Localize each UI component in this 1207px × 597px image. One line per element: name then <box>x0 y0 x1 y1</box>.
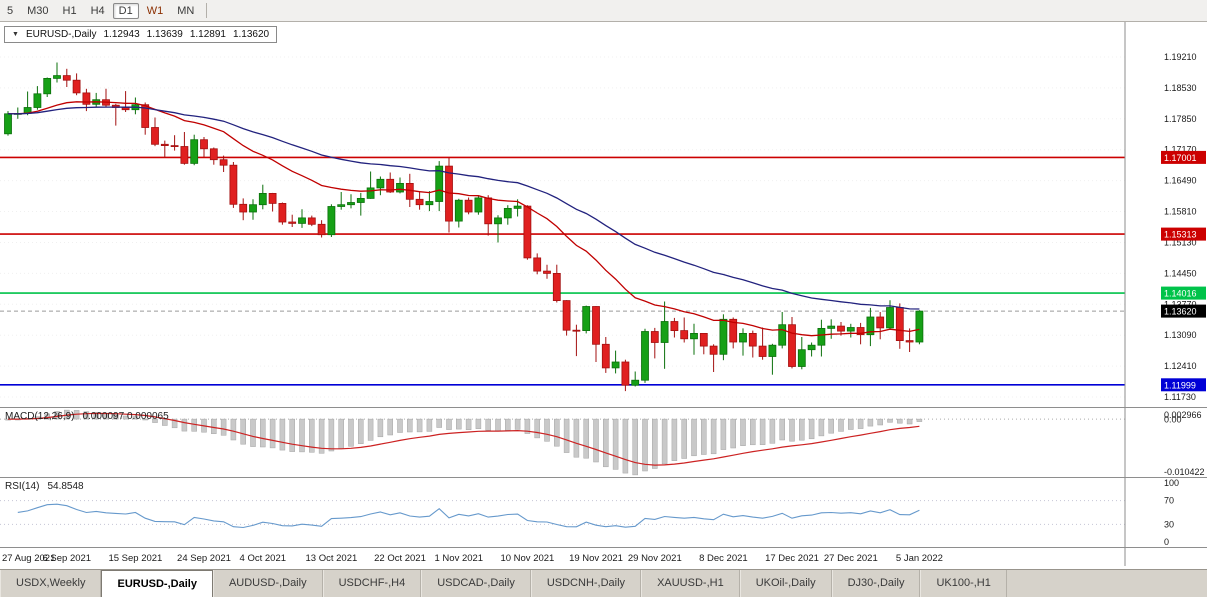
main-price-chart[interactable]: 1.19210 1.18530 1.17850 1.17170 1.16490 1.158… <box>0 22 1207 407</box>
svg-text:17 Dec 2021: 17 Dec 2021 <box>765 553 819 564</box>
svg-text:1.14450: 1.14450 <box>1164 268 1197 278</box>
collapse-arrow-icon[interactable]: ▼ <box>12 31 19 38</box>
svg-text:1.17170: 1.17170 <box>1164 145 1197 155</box>
svg-text:0.00: 0.00 <box>1164 415 1182 425</box>
chart-tab-dj30-daily[interactable]: DJ30-,Daily <box>831 570 921 597</box>
chart-tab-usdcad-daily[interactable]: USDCAD-,Daily <box>421 570 531 597</box>
svg-text:13 Oct 2021: 13 Oct 2021 <box>306 553 358 564</box>
svg-text:1.13620: 1.13620 <box>1164 307 1197 317</box>
chart-tabs-bar: USDX,Weekly EURUSD-,Daily AUDUSD-,Daily USD… <box>0 569 1207 597</box>
svg-text:1.11999: 1.11999 <box>1164 380 1196 390</box>
svg-text:19 Nov 2021: 19 Nov 2021 <box>569 553 623 564</box>
svg-text:22 Oct 2021: 22 Oct 2021 <box>374 553 426 564</box>
ohlc-high: 1.13639 <box>146 29 183 40</box>
svg-text:5 Jan 2022: 5 Jan 2022 <box>896 553 943 564</box>
svg-text:15 Sep 2021: 15 Sep 2021 <box>108 553 162 564</box>
chart-tab-usdx-weekly[interactable]: USDX,Weekly <box>0 570 102 597</box>
price-axis-badges: 1.17001 1.15313 1.14016 1.11999 1.13620 <box>1161 150 1206 392</box>
macd-values: 0.000097 0.000065 <box>82 411 169 422</box>
timeframe-button-m30[interactable]: M30 <box>27 4 49 17</box>
rsi-panel[interactable]: 100 70 30 0 <box>0 478 1207 547</box>
svg-text:1 Nov 2021: 1 Nov 2021 <box>435 553 484 564</box>
chart-tab-ukoil-daily[interactable]: UKOil-,Daily <box>739 570 832 597</box>
ohlc-close: 1.13620 <box>232 29 270 40</box>
svg-text:30: 30 <box>1164 519 1174 529</box>
svg-text:6 Sep 2021: 6 Sep 2021 <box>42 553 91 564</box>
svg-text:8 Dec 2021: 8 Dec 2021 <box>699 553 748 564</box>
svg-text:1.13090: 1.13090 <box>1164 330 1197 340</box>
macd-name: MACD(12,26,9) <box>5 411 75 422</box>
ohlc-low: 1.12891 <box>189 29 226 40</box>
panel-separator[interactable] <box>0 477 1207 478</box>
rsi-name: RSI(14) <box>5 481 40 492</box>
svg-text:27 Aug 2021: 27 Aug 2021 <box>2 553 55 564</box>
macd-signal-line <box>8 412 920 466</box>
moving-average-45-line[interactable] <box>8 106 920 310</box>
svg-text:-0.010422: -0.010422 <box>1164 467 1205 477</box>
svg-text:0: 0 <box>1164 537 1169 547</box>
chart-tab-usdchf-h4[interactable]: USDCHF-,H4 <box>322 570 422 597</box>
rsi-line <box>17 503 920 529</box>
panel-separator <box>0 547 1207 548</box>
rsi-axis-labels: 100 70 30 0 <box>1164 478 1179 547</box>
svg-text:1.15810: 1.15810 <box>1164 207 1197 217</box>
chart-tab-usdcnh-daily[interactable]: USDCNH-,Daily <box>530 570 642 597</box>
rsi-value: 54.8548 <box>47 481 84 492</box>
rsi-indicator-label: RSI(14) 54.8548 <box>5 481 84 492</box>
candles-layer <box>4 62 924 392</box>
svg-text:1.18530: 1.18530 <box>1164 83 1197 93</box>
svg-text:1.16490: 1.16490 <box>1164 176 1197 186</box>
svg-text:1.11730: 1.11730 <box>1164 392 1196 402</box>
svg-text:1.15313: 1.15313 <box>1164 230 1197 240</box>
chart-tab-uk100-h1[interactable]: UK100-,H1 <box>920 570 1007 597</box>
panel-separator[interactable] <box>0 407 1207 408</box>
price-axis-labels: 1.19210 1.18530 1.17850 1.17170 1.16490 1.158… <box>1164 52 1197 402</box>
svg-text:24 Sep 2021: 24 Sep 2021 <box>177 553 231 564</box>
timeframe-button-5[interactable]: 5 <box>7 4 14 17</box>
svg-text:1.14016: 1.14016 <box>1164 289 1197 299</box>
svg-text:1.17850: 1.17850 <box>1164 114 1197 124</box>
chart-symbol: EURUSD-,Daily <box>25 29 97 40</box>
svg-text:100: 100 <box>1164 478 1179 488</box>
svg-text:1.13770: 1.13770 <box>1164 299 1197 309</box>
timeframe-button-w1[interactable]: W1 <box>146 4 164 17</box>
timeframe-button-d1[interactable]: D1 <box>112 2 139 19</box>
timeframe-toolbar: 5 M30 H1 H4 D1 W1 MN <box>0 0 1207 22</box>
macd-indicator-label: MACD(12,26,9) 0.000097 0.000065 <box>5 411 169 422</box>
svg-text:1.19210: 1.19210 <box>1164 52 1197 62</box>
timeframe-button-h1[interactable]: H1 <box>62 4 77 17</box>
svg-text:1.17001: 1.17001 <box>1164 153 1197 163</box>
chart-tab-audusd-daily[interactable]: AUDUSD-,Daily <box>212 570 323 597</box>
chart-tab-xauusd-h1[interactable]: XAUUSD-,H1 <box>641 570 740 597</box>
svg-text:27 Dec 2021: 27 Dec 2021 <box>824 553 878 564</box>
chart-tab-eurusd-daily[interactable]: EURUSD-,Daily <box>101 570 213 597</box>
timeframe-button-h4[interactable]: H4 <box>90 4 105 17</box>
svg-text:1.15130: 1.15130 <box>1164 238 1197 248</box>
chart-title: ▼ EURUSD-,Daily 1.12943 1.13639 1.12891 … <box>4 26 278 43</box>
svg-text:29 Nov 2021: 29 Nov 2021 <box>628 553 682 564</box>
moving-average-20-line[interactable] <box>8 101 920 337</box>
svg-text:70: 70 <box>1164 496 1174 506</box>
svg-text:0.002966: 0.002966 <box>1164 410 1202 420</box>
svg-text:10 Nov 2021: 10 Nov 2021 <box>500 553 554 564</box>
toolbar-separator <box>206 3 208 18</box>
svg-text:1.12410: 1.12410 <box>1164 361 1197 371</box>
ohlc-open: 1.12943 <box>103 29 140 40</box>
svg-text:4 Oct 2021: 4 Oct 2021 <box>240 553 286 564</box>
timeframe-button-mn[interactable]: MN <box>177 4 195 17</box>
